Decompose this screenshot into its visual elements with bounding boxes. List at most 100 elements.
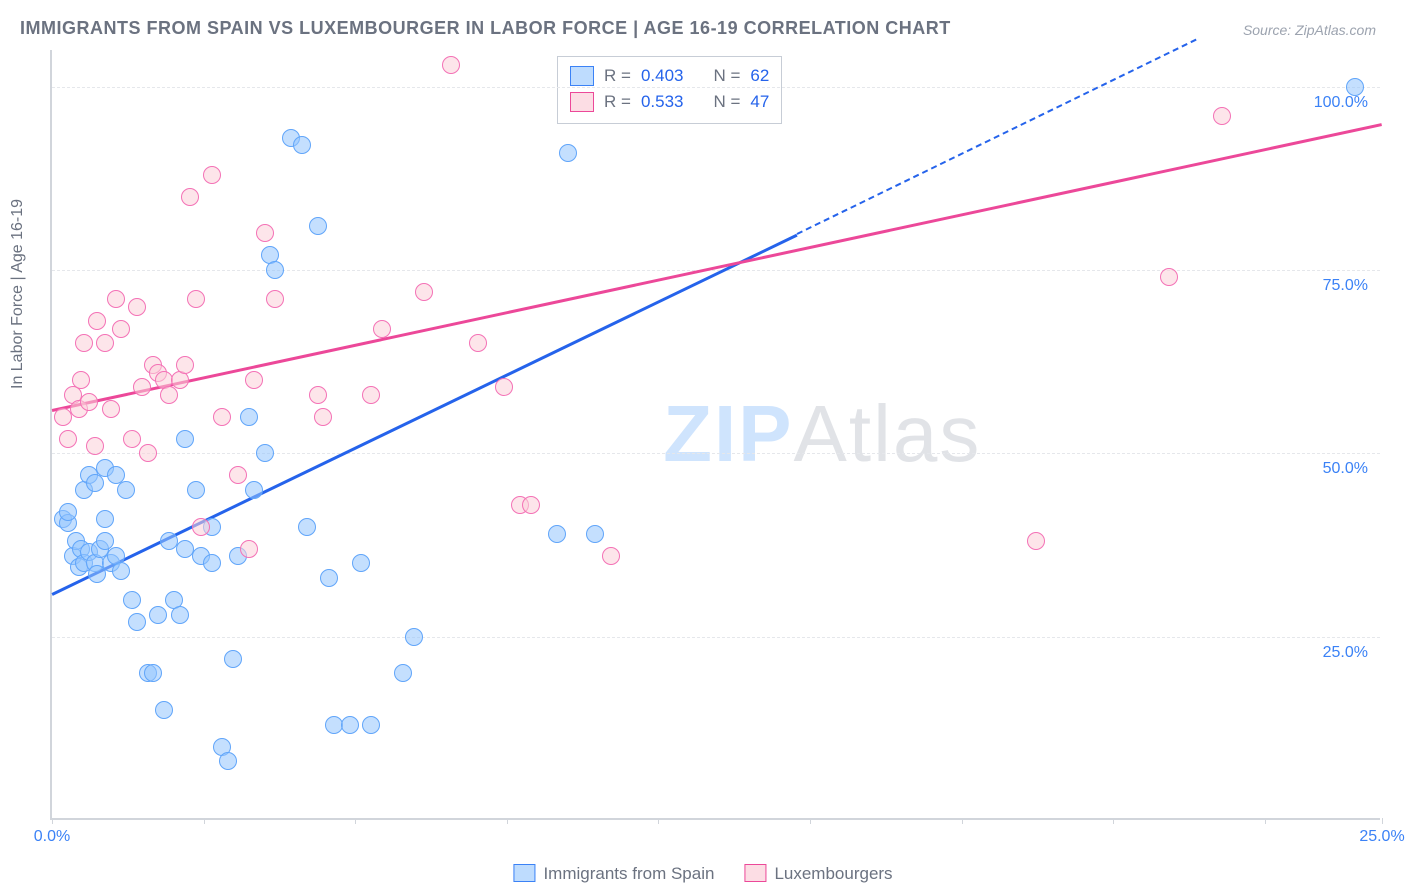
data-point — [256, 444, 274, 462]
chart-title: IMMIGRANTS FROM SPAIN VS LUXEMBOURGER IN… — [20, 18, 951, 39]
series-legend: Immigrants from Spain Luxembourgers — [513, 864, 892, 884]
data-point — [314, 408, 332, 426]
data-point — [176, 356, 194, 374]
data-point — [72, 371, 90, 389]
data-point — [102, 400, 120, 418]
data-point — [1027, 532, 1045, 550]
data-point — [548, 525, 566, 543]
legend-swatch — [570, 92, 594, 112]
correlation-legend: R =0.403N =62R =0.533N =47 — [557, 56, 782, 124]
data-point — [240, 408, 258, 426]
data-point — [96, 334, 114, 352]
data-point — [559, 144, 577, 162]
legend-swatch — [744, 864, 766, 882]
n-label: N = — [713, 92, 740, 112]
data-point — [128, 613, 146, 631]
data-point — [320, 569, 338, 587]
r-label: R = — [604, 66, 631, 86]
r-value: 0.403 — [641, 66, 684, 86]
data-point — [96, 510, 114, 528]
x-tick-mark — [1113, 818, 1114, 824]
y-tick-label: 50.0% — [1323, 460, 1368, 478]
data-point — [266, 290, 284, 308]
data-point — [176, 430, 194, 448]
data-point — [256, 224, 274, 242]
data-point — [171, 606, 189, 624]
y-axis-label: In Labor Force | Age 16-19 — [9, 199, 27, 389]
legend-label: Luxembourgers — [774, 864, 892, 883]
data-point — [240, 540, 258, 558]
data-point — [187, 290, 205, 308]
data-point — [415, 283, 433, 301]
data-point — [352, 554, 370, 572]
data-point — [394, 664, 412, 682]
x-tick-mark — [658, 818, 659, 824]
data-point — [128, 298, 146, 316]
data-point — [586, 525, 604, 543]
chart-plot-area: ZIPAtlas R =0.403N =62R =0.533N =47 25.0… — [50, 50, 1380, 820]
data-point — [362, 716, 380, 734]
data-point — [362, 386, 380, 404]
legend-row: R =0.403N =62 — [570, 63, 769, 89]
x-tick-mark — [507, 818, 508, 824]
watermark: ZIPAtlas — [663, 388, 981, 480]
y-tick-label: 75.0% — [1323, 277, 1368, 295]
data-point — [59, 503, 77, 521]
data-point — [495, 378, 513, 396]
gridline — [52, 453, 1380, 454]
data-point — [405, 628, 423, 646]
gridline — [52, 87, 1380, 88]
data-point — [373, 320, 391, 338]
legend-swatch — [570, 66, 594, 86]
x-tick-mark — [1382, 818, 1383, 824]
x-tick-mark — [52, 818, 53, 824]
x-tick-mark — [962, 818, 963, 824]
data-point — [293, 136, 311, 154]
gridline — [52, 270, 1380, 271]
data-point — [341, 716, 359, 734]
r-label: R = — [604, 92, 631, 112]
data-point — [187, 481, 205, 499]
data-point — [112, 320, 130, 338]
data-point — [469, 334, 487, 352]
legend-item: Luxembourgers — [744, 864, 892, 884]
data-point — [117, 481, 135, 499]
y-tick-label: 100.0% — [1314, 94, 1368, 112]
x-tick-mark — [355, 818, 356, 824]
data-point — [203, 166, 221, 184]
x-tick-mark — [1265, 818, 1266, 824]
data-point — [155, 701, 173, 719]
data-point — [1160, 268, 1178, 286]
data-point — [219, 752, 237, 770]
watermark-zip: ZIP — [663, 389, 793, 478]
data-point — [144, 664, 162, 682]
x-tick-mark — [810, 818, 811, 824]
data-point — [1346, 78, 1364, 96]
data-point — [59, 430, 77, 448]
data-point — [133, 378, 151, 396]
n-value: 47 — [750, 92, 769, 112]
data-point — [245, 371, 263, 389]
data-point — [298, 518, 316, 536]
data-point — [88, 312, 106, 330]
data-point — [80, 393, 98, 411]
data-point — [149, 606, 167, 624]
legend-label: Immigrants from Spain — [543, 864, 714, 883]
y-tick-label: 25.0% — [1323, 644, 1368, 662]
legend-item: Immigrants from Spain — [513, 864, 714, 884]
legend-swatch — [513, 864, 535, 882]
x-tick-label: 0.0% — [34, 828, 70, 846]
n-label: N = — [713, 66, 740, 86]
data-point — [522, 496, 540, 514]
data-point — [75, 334, 93, 352]
gridline — [52, 637, 1380, 638]
data-point — [192, 518, 210, 536]
data-point — [86, 437, 104, 455]
data-point — [309, 386, 327, 404]
data-point — [112, 562, 130, 580]
data-point — [266, 261, 284, 279]
data-point — [123, 591, 141, 609]
legend-row: R =0.533N =47 — [570, 89, 769, 115]
data-point — [245, 481, 263, 499]
data-point — [123, 430, 141, 448]
